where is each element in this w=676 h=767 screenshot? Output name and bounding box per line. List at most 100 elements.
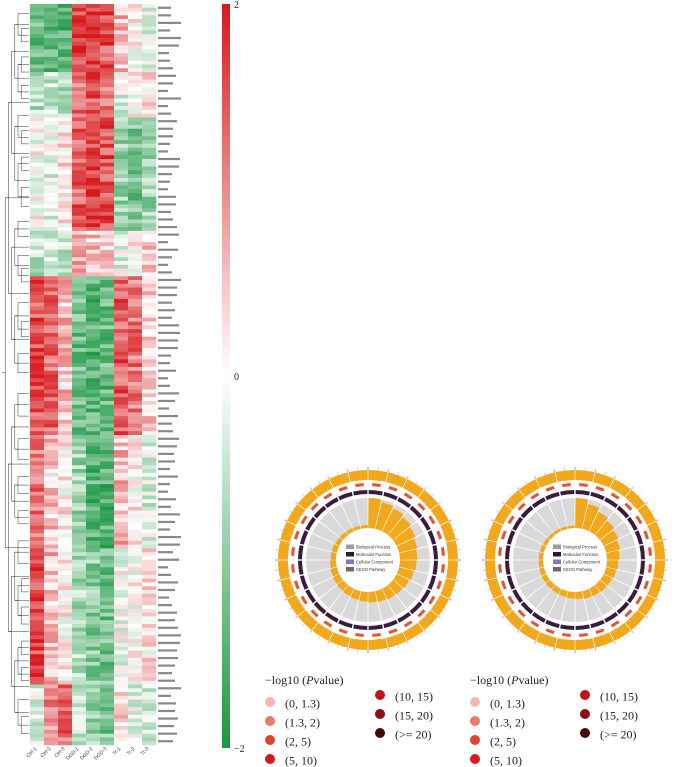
heatmap-cell xyxy=(114,212,128,216)
axis-tick xyxy=(484,580,487,581)
heatmap-cell xyxy=(72,284,86,288)
heatmap-cell xyxy=(100,314,114,318)
row-label xyxy=(158,506,171,508)
heatmap-cell xyxy=(58,151,72,155)
heatmap-cell xyxy=(86,386,100,390)
heatmap-cell xyxy=(44,299,58,303)
heatmap-cell xyxy=(128,601,142,605)
gene-count-track xyxy=(546,628,555,634)
axis-tick xyxy=(310,631,312,633)
heatmap-cell xyxy=(142,639,156,643)
heatmap-cell xyxy=(30,359,44,363)
heatmap-cell xyxy=(58,30,72,34)
heatmap-cell xyxy=(128,337,142,341)
heatmap-cell xyxy=(58,567,72,571)
heatmap-cell xyxy=(128,424,142,428)
heatmap-cell xyxy=(30,68,44,72)
heatmap-cell xyxy=(86,170,100,174)
row-labels xyxy=(158,7,181,743)
heatmap-cell xyxy=(58,280,72,284)
heatmap-cell xyxy=(114,8,128,12)
heatmap-cell xyxy=(128,545,142,549)
heatmap-cell xyxy=(58,72,72,76)
heatmap-cell xyxy=(58,185,72,189)
heatmap-cell xyxy=(30,337,44,341)
heatmap-cell xyxy=(86,711,100,715)
heatmap-cell xyxy=(72,155,86,159)
heatmap-cell xyxy=(44,579,58,583)
heatmap-cell xyxy=(44,371,58,375)
heatmap-cell xyxy=(114,76,128,80)
heatmap-cell xyxy=(142,125,156,129)
heatmap-cell xyxy=(100,208,114,212)
heatmap-cell xyxy=(30,129,44,133)
heatmap-cell xyxy=(30,30,44,34)
heatmap-cell xyxy=(114,741,128,745)
heatmap-cell xyxy=(58,639,72,643)
heatmap-cell xyxy=(100,635,114,639)
heatmap-cell xyxy=(128,737,142,741)
heatmap-cell xyxy=(114,461,128,465)
heatmap-cell xyxy=(142,594,156,598)
heatmap-cell xyxy=(86,643,100,647)
heatmap-cell xyxy=(72,197,86,201)
ratio-track xyxy=(532,612,546,623)
heatmap-cell xyxy=(72,288,86,292)
heatmap-cell xyxy=(128,53,142,57)
gene-count-track xyxy=(518,609,526,617)
heatmap-cell xyxy=(30,363,44,367)
heatmap-cell xyxy=(58,514,72,518)
heatmap-cell xyxy=(86,76,100,80)
heatmap-cell xyxy=(114,692,128,696)
heatmap-cell xyxy=(30,125,44,129)
heatmap-cell xyxy=(58,662,72,666)
heatmap-cell xyxy=(30,201,44,205)
heatmap-cell xyxy=(72,254,86,258)
heatmap-cell xyxy=(44,182,58,186)
gene-count-track xyxy=(562,483,571,487)
ratio-track xyxy=(604,612,618,623)
heatmap-cell xyxy=(128,246,142,250)
heatmap-cell xyxy=(142,246,156,250)
heatmap-cell xyxy=(142,666,156,670)
heatmap-cell xyxy=(100,703,114,707)
heatmap-cell xyxy=(100,446,114,450)
row-label xyxy=(158,294,177,296)
heatmap-cell xyxy=(30,700,44,704)
heatmap-cell xyxy=(30,12,44,16)
heatmap-cell xyxy=(86,465,100,469)
heatmap-cell xyxy=(72,586,86,590)
heatmap-cell xyxy=(128,19,142,23)
heatmap-cell xyxy=(128,620,142,624)
heatmap-cell xyxy=(114,49,128,53)
heatmap-cell xyxy=(100,227,114,231)
heatmap-cell xyxy=(128,121,142,125)
row-label xyxy=(158,740,173,742)
heatmap-cell xyxy=(58,212,72,216)
heatmap-cell xyxy=(86,34,100,38)
heatmap-cell xyxy=(44,352,58,356)
heatmap-cell xyxy=(72,594,86,598)
gene-count-track xyxy=(579,483,588,487)
heatmap-cell xyxy=(142,450,156,454)
heatmap-cell xyxy=(72,87,86,91)
gene-count-track xyxy=(648,564,652,573)
heatmap-cell xyxy=(44,291,58,295)
heatmap-cell xyxy=(100,390,114,394)
axis-tick xyxy=(277,540,280,541)
row-label xyxy=(158,657,178,659)
heatmap-cell xyxy=(86,620,100,624)
heatmap-cell xyxy=(58,87,72,91)
heatmap-cell xyxy=(44,613,58,617)
heatmap-cell xyxy=(128,439,142,443)
heatmap-cell xyxy=(114,488,128,492)
heatmap-cell xyxy=(30,151,44,155)
heatmap-cell xyxy=(142,197,156,201)
heatmap-cell xyxy=(114,541,128,545)
heatmap-cell xyxy=(30,685,44,689)
row-label xyxy=(158,627,178,629)
heatmap-cell xyxy=(86,310,100,314)
heatmap-cell xyxy=(58,681,72,685)
heatmap-cell xyxy=(100,359,114,363)
heatmap-cell xyxy=(44,223,58,227)
